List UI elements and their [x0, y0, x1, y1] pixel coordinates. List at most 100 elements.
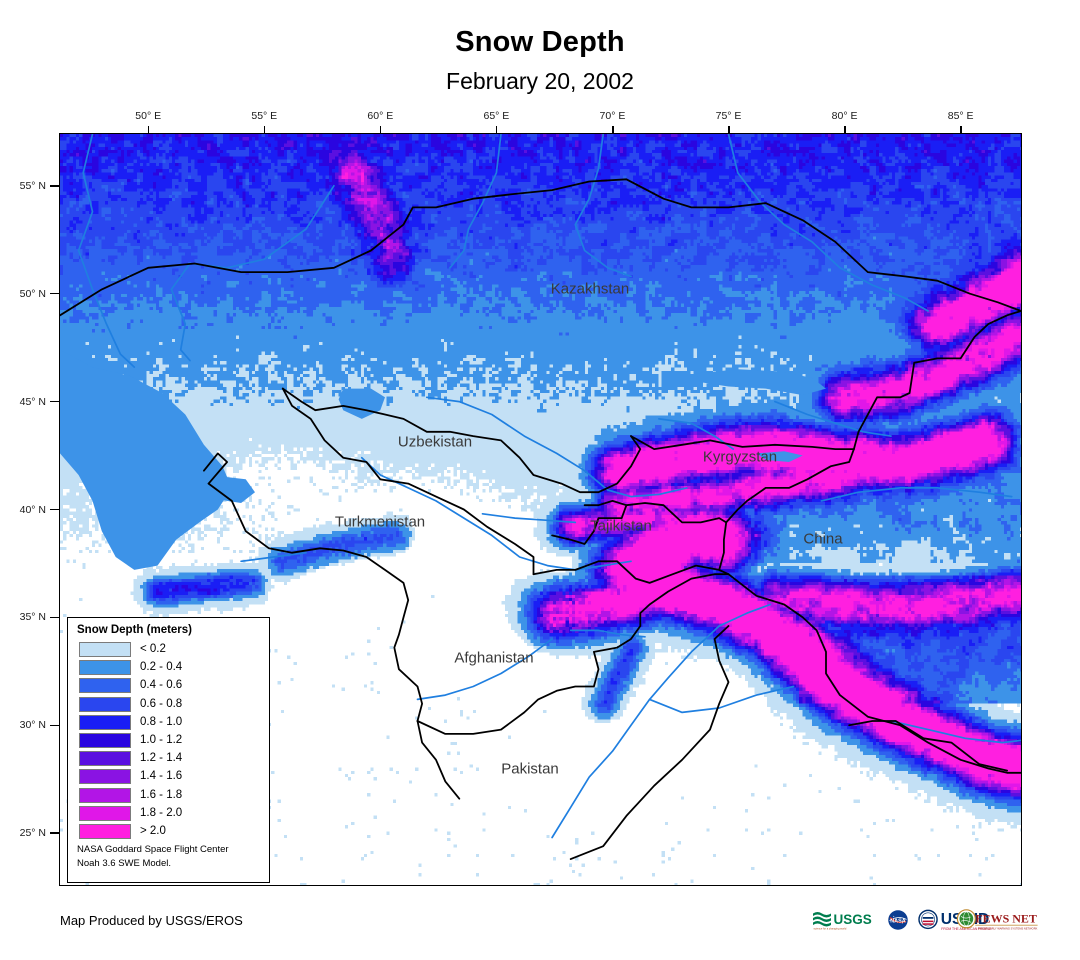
lon-tick-mark-1: [263, 126, 266, 134]
water-issyk-kul: [756, 451, 803, 462]
map-canvas[interactable]: Kazakhstan Uzbekistan Turkmenistan Kyrgyzst…: [59, 133, 1022, 886]
legend-swatch-7: [79, 769, 131, 785]
legend-label-10: > 2.0: [140, 825, 166, 837]
lat-tick-label-4: 35° N: [19, 611, 46, 624]
snow-class-3: [60, 134, 1021, 803]
legend-label-9: 1.8 - 2.0: [140, 806, 183, 819]
legend-swatch-6: [79, 751, 131, 767]
legend-swatch-5: [79, 733, 131, 748]
legend-swatch-9: [79, 805, 131, 821]
country-border-13: [569, 625, 730, 860]
water-caspian-sea: [60, 349, 232, 570]
fews-net-logo: FEWS NET FAMINE EARLY WARNING SYSTEMS NE…: [955, 903, 1040, 937]
country-border-4: [416, 573, 730, 735]
river-13: [774, 400, 892, 437]
page-subtitle: February 20, 2002: [446, 68, 634, 94]
svg-text:NASA: NASA: [890, 918, 906, 924]
legend-title: Snow Depth (meters): [77, 624, 193, 636]
legend-panel: Snow Depth (meters) < 0.2 0.2 - 0.4 0.4 - …: [67, 617, 270, 883]
river-16: [240, 551, 307, 563]
river-7: [481, 512, 577, 524]
legend-entry-9: 1.8 - 2.0: [79, 805, 259, 823]
country-border-7: [625, 502, 728, 524]
lon-tick-label-5: 75° E: [715, 110, 742, 122]
legend-entry-0: < 0.2: [79, 642, 259, 659]
nasa-logo: NASA: [884, 903, 912, 937]
lon-tick-mark-2: [379, 126, 382, 134]
legend-swatch-10: [79, 824, 131, 839]
legend-swatch-1: [79, 660, 131, 676]
legend-entry-4: 0.8 - 1.0: [79, 714, 259, 732]
lon-tick-label-3: 65° E: [483, 110, 510, 122]
lon-tick-mark-7: [960, 126, 962, 134]
lat-tick-mark-2: [50, 400, 59, 403]
country-border-16: [203, 452, 228, 485]
legend-entry-7: 1.4 - 1.6: [79, 769, 259, 786]
lat-tick-mark-3: [50, 508, 59, 511]
legend-swatch-3: [79, 696, 131, 712]
lon-tick-mark-3: [495, 126, 498, 134]
country-border-3: [207, 482, 423, 722]
lon-tick-label-7: 85° E: [947, 110, 974, 122]
river-4: [449, 134, 502, 269]
river-12: [820, 487, 1013, 502]
water-lake-balkhash: [696, 369, 826, 396]
svg-text:FROM THE AMERICAN PEOPLE: FROM THE AMERICAN PEOPLE: [941, 927, 992, 931]
country-border-9: [630, 435, 855, 450]
river-11: [890, 720, 1021, 744]
legend-swatch-4: [79, 714, 131, 730]
legend-entry-10: > 2.0: [79, 824, 259, 841]
snow-class-2: [60, 159, 1021, 806]
lon-tick-label-1: 55° E: [251, 110, 278, 122]
lon-tick-mark-5: [728, 126, 730, 134]
lat-tick-label-1: 50° N: [19, 287, 46, 300]
country-border-10: [853, 310, 1021, 450]
country-border-5: [532, 560, 730, 584]
legend-swatch-8: [79, 787, 131, 803]
rivers-layer: [60, 134, 1021, 839]
legend-label-6: 1.2 - 1.4: [140, 752, 183, 765]
snow-class-4: [60, 134, 1021, 800]
map-credit: Map Produced by USGS/EROS: [60, 913, 243, 928]
lon-tick-label-2: 60° E: [367, 110, 394, 122]
country-border-6: [551, 500, 628, 545]
svg-text:FEWS NET: FEWS NET: [975, 911, 1037, 925]
lon-tick-label-6: 80° E: [831, 110, 858, 122]
legend-footnote-line2: Noah 3.6 SWE Model.: [77, 858, 171, 869]
legend-entry-5: 1.0 - 1.2: [79, 733, 259, 750]
country-border-11: [718, 521, 728, 571]
lat-tick-label-0: 55° N: [19, 179, 46, 192]
legend-entry-8: 1.6 - 1.8: [79, 787, 259, 805]
legend-entry-1: 0.2 - 0.4: [79, 660, 259, 677]
river-10: [416, 638, 553, 701]
legend-label-1: 0.2 - 0.4: [140, 661, 183, 674]
country-border-15: [848, 720, 1008, 772]
country-border-0: [60, 178, 1021, 317]
svg-text:science for a changing world: science for a changing world: [814, 927, 847, 931]
country-border-1: [281, 387, 642, 494]
legend-label-0: < 0.2: [140, 643, 166, 655]
legend-label-8: 1.6 - 1.8: [140, 788, 183, 801]
river-3: [574, 134, 632, 278]
lat-tick-mark-0: [50, 184, 59, 187]
lon-tick-mark-0: [147, 126, 150, 134]
lat-tick-label-5: 30° N: [19, 719, 46, 732]
legend-label-2: 0.4 - 0.6: [140, 679, 183, 692]
lon-tick-mark-6: [844, 126, 846, 134]
lat-tick-label-2: 45° N: [19, 395, 46, 408]
country-border-2: [281, 387, 535, 576]
river-5: [425, 396, 688, 498]
country-border-14: [416, 720, 461, 800]
lat-tick-mark-6: [50, 832, 59, 834]
lat-tick-label-6: 25° N: [19, 827, 46, 840]
country-border-12: [727, 573, 1021, 774]
water-kara-bogaz-gol: [203, 475, 255, 503]
country-borders-layer: [60, 178, 1021, 860]
river-9: [648, 685, 795, 714]
legend-swatch-2: [79, 678, 131, 694]
lat-tick-label-3: 40° N: [19, 503, 46, 516]
lat-tick-mark-4: [50, 616, 59, 619]
legend-entry-6: 1.2 - 1.4: [79, 751, 259, 768]
river-6: [360, 456, 632, 571]
